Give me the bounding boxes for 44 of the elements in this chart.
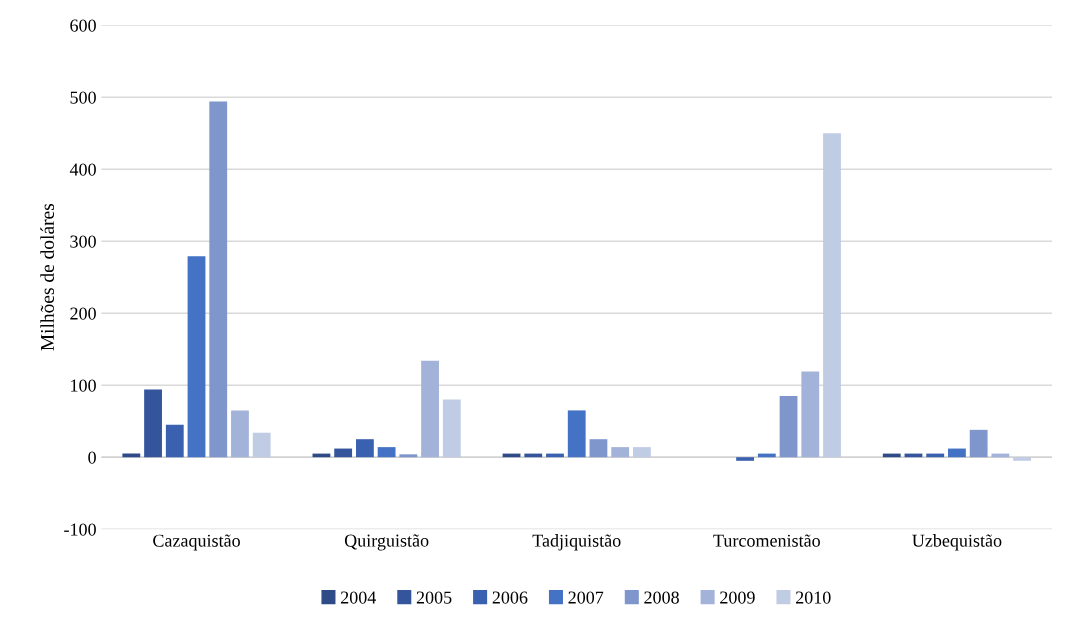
x-tick-label: Turcomenistão (713, 534, 820, 547)
y-axis-title: Milhões de doláres (40, 203, 54, 351)
bar (421, 360, 439, 458)
bar (442, 399, 461, 458)
bar (334, 448, 353, 458)
y-tick-label: 600 (70, 19, 96, 32)
legend-label: 2010 (795, 591, 831, 604)
bar (399, 454, 418, 458)
bar (209, 101, 228, 458)
y-tick-label: 500 (70, 91, 96, 104)
bar (611, 447, 630, 458)
bar (1013, 457, 1032, 461)
bar (165, 424, 184, 458)
x-tick-label: Uzbequistão (912, 534, 1002, 551)
bar (589, 439, 608, 458)
y-tick-label: 100 (71, 379, 96, 392)
bar (144, 389, 162, 458)
y-tick-label: 400 (69, 163, 96, 176)
bar (377, 447, 396, 458)
bar (187, 256, 206, 458)
legend-label: 2008 (644, 591, 679, 604)
bar (736, 457, 755, 461)
bar (632, 447, 651, 458)
bar (231, 410, 249, 458)
y-tick-label: 0 (88, 451, 96, 464)
x-tick-label: Tadjiquistão (532, 534, 621, 551)
bar (252, 432, 271, 458)
legend-label: 2006 (492, 591, 528, 604)
y-tick-label: -100 (64, 523, 96, 536)
legend-label: 2005 (416, 591, 452, 604)
x-tick-label: Quirguistão (344, 534, 429, 551)
x-tick-label: Cazaquistão (153, 534, 240, 551)
bar (355, 439, 374, 458)
y-tick-label: 200 (70, 307, 96, 320)
legend-label: 2009 (720, 591, 755, 604)
bar (969, 429, 988, 458)
bar (567, 410, 586, 458)
y-tick-label: 300 (70, 235, 96, 248)
legend-label: 2004 (340, 591, 377, 604)
bar (948, 448, 966, 458)
bar (779, 396, 798, 458)
bar (801, 371, 820, 458)
bar (823, 133, 841, 458)
legend-label: 2007 (568, 591, 604, 604)
